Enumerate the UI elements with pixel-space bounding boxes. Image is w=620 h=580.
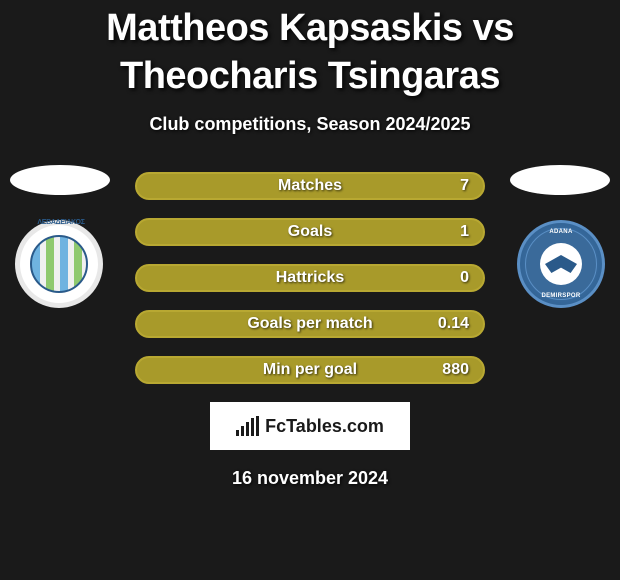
- comparison-date: 16 november 2024: [0, 468, 620, 489]
- stat-pill-matches: Matches 7: [135, 172, 485, 200]
- stat-pill-hattricks: Hattricks 0: [135, 264, 485, 292]
- stat-label: Matches: [278, 177, 342, 195]
- stat-value: 0.14: [438, 315, 469, 333]
- stat-label: Min per goal: [263, 361, 357, 379]
- club-badge-right: ADANA DEMIRSPOR: [517, 220, 605, 308]
- stat-pill-gpm: Goals per match 0.14: [135, 310, 485, 338]
- comparison-title: Mattheos Kapsaskis vs Theocharis Tsingar…: [0, 0, 620, 102]
- stat-value: 7: [460, 177, 469, 195]
- stat-label: Goals: [288, 223, 332, 241]
- stat-value: 0: [460, 269, 469, 287]
- brand-box: FcTables.com: [210, 402, 410, 450]
- club-badge-left: [15, 220, 103, 308]
- stat-pill-goals: Goals 1: [135, 218, 485, 246]
- stat-pills-container: Matches 7 Goals 1 Hattricks 0 Goals per …: [135, 165, 485, 384]
- stat-label: Goals per match: [247, 315, 372, 333]
- stat-label: Hattricks: [276, 269, 344, 287]
- player-avatar-left: [10, 165, 110, 195]
- brand-text: FcTables.com: [265, 416, 384, 437]
- player-avatar-right: [510, 165, 610, 195]
- stat-pill-mpg: Min per goal 880: [135, 356, 485, 384]
- season-subtitle: Club competitions, Season 2024/2025: [0, 114, 620, 135]
- brand-chart-icon: [236, 416, 259, 436]
- stat-value: 1: [460, 223, 469, 241]
- comparison-content: ADANA DEMIRSPOR Matches 7 Goals 1 Hattri…: [0, 165, 620, 384]
- stat-value: 880: [442, 361, 469, 379]
